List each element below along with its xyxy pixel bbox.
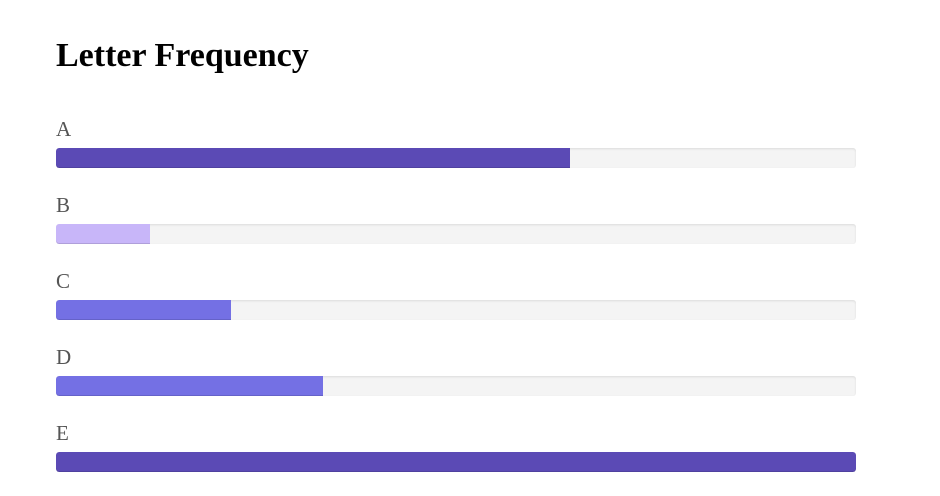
bar-fill-c <box>56 300 231 320</box>
bar-track-c <box>56 300 856 320</box>
bar-track-a <box>56 148 856 168</box>
bar-row-d: D <box>56 344 856 420</box>
chart-title: Letter Frequency <box>56 37 309 74</box>
bar-row-a: A <box>56 116 856 192</box>
bar-track-e <box>56 452 856 472</box>
bar-fill-e <box>56 452 856 472</box>
bar-track-d <box>56 376 856 396</box>
bar-row-b: B <box>56 192 856 268</box>
bar-fill-b <box>56 224 150 244</box>
bar-label-b: B <box>56 193 71 217</box>
bar-row-c: C <box>56 268 856 344</box>
bar-fill-d <box>56 376 323 396</box>
bar-rows: A B C D E <box>56 116 856 496</box>
bar-label-a: A <box>56 117 72 141</box>
bar-label-e: E <box>56 421 69 445</box>
bar-fill-a <box>56 148 570 168</box>
bar-track-b <box>56 224 856 244</box>
bar-label-c: C <box>56 269 71 293</box>
bar-label-d: D <box>56 345 72 369</box>
bar-row-e: E <box>56 420 856 496</box>
